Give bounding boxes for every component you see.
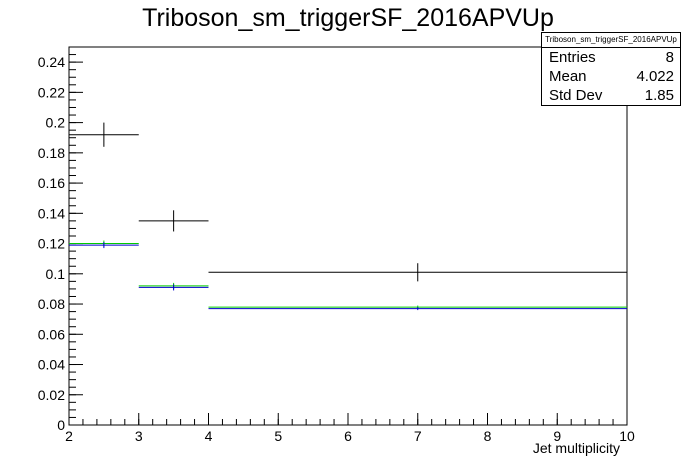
chart-title: Triboson_sm_triggerSF_2016APVUp bbox=[142, 4, 554, 32]
y-tick-label: 0.08 bbox=[38, 296, 65, 312]
histogram-marks bbox=[69, 122, 627, 311]
y-tick-label: 0 bbox=[57, 417, 65, 433]
y-tick-label: 0.2 bbox=[46, 115, 66, 131]
axes: 2 3 4 5 6 7 8 9 10 0 0.02 0.04 0.06 0.08 0.1 0.12 0.14 0.… bbox=[38, 46, 635, 444]
stats-mean-label: Mean bbox=[549, 68, 587, 85]
stats-stddev-row: Std Dev 1.85 bbox=[542, 86, 680, 105]
stats-stddev-value: 1.85 bbox=[644, 87, 674, 104]
stats-box: Triboson_sm_triggerSF_2016APVUp Entries … bbox=[541, 32, 681, 106]
x-tick-label: 3 bbox=[135, 428, 143, 444]
stats-entries-label: Entries bbox=[549, 49, 596, 66]
y-tick-label: 0.02 bbox=[38, 387, 65, 403]
stats-entries-value: 8 bbox=[665, 49, 674, 66]
y-tick-label: 0.22 bbox=[38, 84, 65, 100]
stats-entries-row: Entries 8 bbox=[542, 48, 680, 67]
x-tick-label: 6 bbox=[344, 428, 352, 444]
x-tick-label: 10 bbox=[619, 428, 635, 444]
x-tick-label: 5 bbox=[274, 428, 282, 444]
y-tick-label: 0.24 bbox=[38, 54, 65, 70]
y-tick-label: 0.04 bbox=[38, 357, 65, 373]
x-axis-label: Jet multiplicity bbox=[532, 440, 620, 456]
stats-stddev-label: Std Dev bbox=[549, 87, 603, 104]
x-tick-label: 2 bbox=[65, 428, 73, 444]
y-tick-label: 0.14 bbox=[38, 205, 65, 221]
x-tick-label: 7 bbox=[414, 428, 422, 444]
x-tick-label: 8 bbox=[484, 428, 492, 444]
x-tick-label: 4 bbox=[205, 428, 213, 444]
x-tick-label: 9 bbox=[553, 428, 561, 444]
y-tick-label: 0.1 bbox=[46, 266, 66, 282]
y-tick-label: 0.06 bbox=[38, 326, 65, 342]
y-tick-label: 0.18 bbox=[38, 145, 65, 161]
stats-mean-value: 4.022 bbox=[636, 68, 674, 85]
stats-mean-row: Mean 4.022 bbox=[542, 67, 680, 86]
y-tick-label: 0.12 bbox=[38, 236, 65, 252]
stats-box-title: Triboson_sm_triggerSF_2016APVUp bbox=[542, 33, 680, 48]
y-tick-label: 0.16 bbox=[38, 175, 65, 191]
